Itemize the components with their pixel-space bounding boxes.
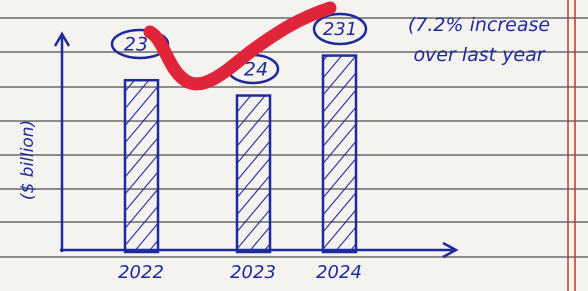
bar [237,96,270,252]
x-tick-label: 2023 [230,262,276,283]
annotation: (7.2% increase over last year [384,10,574,70]
y-axis [55,34,69,252]
y-axis-label: ($ billion) [18,120,38,200]
data-label: 23 [124,34,148,56]
x-tick-label: 2022 [118,262,164,283]
bar [323,56,356,252]
check-mark [150,8,330,84]
page: 202220232024 ($ billion) 23 24 231 (7.2%… [0,0,588,291]
data-label: 231 [323,19,357,40]
bar [125,80,158,252]
x-tick-label: 2024 [316,262,362,283]
